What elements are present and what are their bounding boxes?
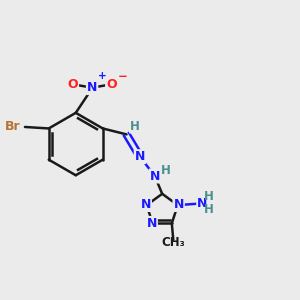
Text: H: H bbox=[203, 203, 213, 216]
Text: N: N bbox=[150, 169, 160, 182]
Text: N: N bbox=[87, 81, 97, 94]
Text: Br: Br bbox=[5, 121, 20, 134]
Text: H: H bbox=[161, 164, 171, 177]
Text: N: N bbox=[146, 217, 157, 230]
Text: CH₃: CH₃ bbox=[161, 236, 185, 249]
Text: H: H bbox=[203, 190, 213, 203]
Text: +: + bbox=[98, 71, 107, 81]
Text: H: H bbox=[130, 120, 140, 133]
Text: O: O bbox=[106, 78, 117, 91]
Text: N: N bbox=[135, 150, 145, 163]
Text: O: O bbox=[68, 78, 78, 91]
Text: N: N bbox=[141, 198, 151, 211]
Text: N: N bbox=[173, 198, 184, 211]
Text: −: − bbox=[118, 70, 128, 83]
Text: N: N bbox=[197, 197, 208, 210]
